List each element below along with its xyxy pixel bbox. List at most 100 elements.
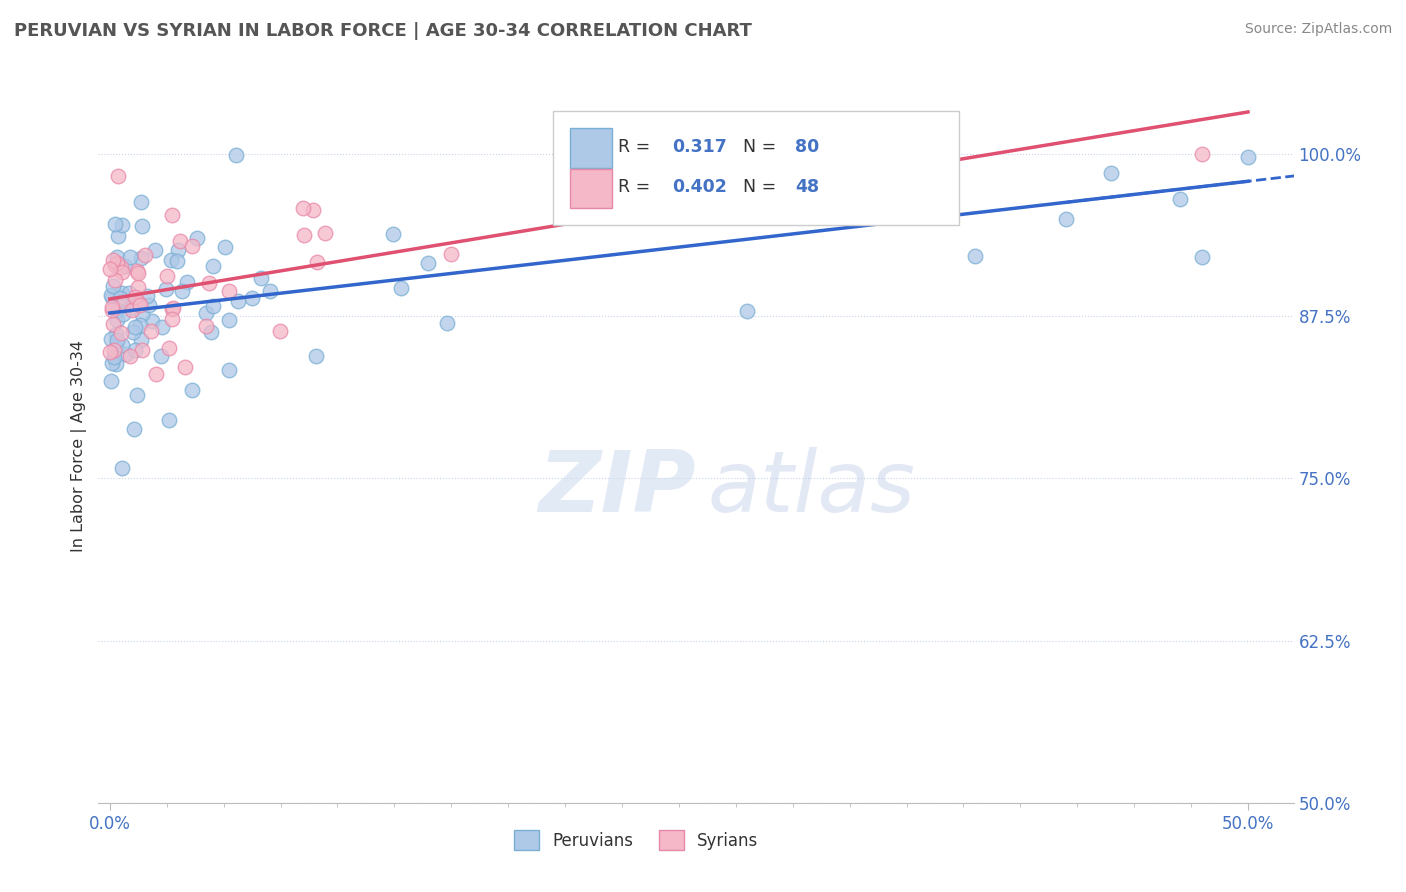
Point [120, 349, 142, 363]
Point [599, 159, 621, 173]
Point [228, 293, 250, 308]
Text: R =: R = [619, 178, 657, 196]
Point [167, 243, 190, 257]
Point [101, 302, 124, 317]
Point [124, 290, 146, 304]
Point [195, 318, 218, 333]
Point [104, 258, 127, 272]
Point [131, 343, 153, 357]
Point [292, 227, 315, 242]
Point [101, 317, 124, 331]
Point [169, 234, 191, 248]
Text: 80: 80 [796, 137, 820, 156]
Point [127, 264, 149, 278]
Point [735, 304, 758, 318]
Point [150, 319, 173, 334]
Text: ZIP: ZIP [538, 447, 696, 531]
Text: 0.402: 0.402 [672, 178, 727, 196]
Point [174, 359, 197, 374]
Point [214, 240, 236, 254]
Point [307, 255, 329, 269]
Point [120, 301, 142, 316]
Text: N =: N = [733, 178, 782, 196]
Point [110, 265, 132, 279]
Point [314, 226, 336, 240]
Point [1168, 192, 1191, 206]
Point [100, 288, 122, 302]
Point [201, 260, 224, 274]
Point [101, 356, 124, 370]
Point [124, 343, 146, 358]
Point [129, 318, 152, 332]
Point [218, 284, 240, 298]
Point [101, 301, 124, 315]
Point [128, 298, 150, 312]
Point [259, 284, 281, 298]
Point [292, 202, 315, 216]
Point [440, 246, 463, 260]
Point [121, 303, 143, 318]
Point [101, 252, 124, 267]
Point [98, 345, 121, 359]
Point [105, 338, 128, 352]
Text: Source: ZipAtlas.com: Source: ZipAtlas.com [1244, 22, 1392, 37]
Point [145, 367, 167, 381]
FancyBboxPatch shape [571, 169, 613, 209]
Point [111, 338, 134, 352]
Point [156, 268, 179, 283]
Point [105, 250, 128, 264]
Text: N =: N = [733, 137, 782, 156]
Point [157, 341, 180, 355]
Point [129, 194, 152, 209]
Point [103, 350, 125, 364]
Point [128, 295, 150, 310]
Point [122, 325, 145, 339]
Point [131, 219, 153, 233]
Point [105, 256, 128, 270]
Point [162, 208, 184, 222]
Point [110, 326, 132, 340]
Point [141, 324, 163, 338]
FancyBboxPatch shape [553, 111, 959, 225]
Point [599, 154, 621, 169]
Point [225, 148, 247, 162]
Text: atlas: atlas [709, 447, 915, 531]
Point [1099, 166, 1122, 180]
Point [157, 413, 180, 427]
Point [100, 332, 122, 346]
Point [135, 289, 157, 303]
Point [98, 262, 121, 277]
Point [100, 374, 122, 388]
Point [108, 291, 131, 305]
Point [111, 307, 134, 321]
Point [104, 326, 127, 341]
Point [170, 285, 193, 299]
Point [112, 296, 135, 310]
Point [118, 250, 141, 264]
Point [149, 349, 172, 363]
Point [389, 281, 412, 295]
Point [103, 278, 125, 293]
Point [107, 229, 129, 244]
Point [1191, 250, 1213, 264]
Point [160, 301, 183, 316]
Point [104, 273, 127, 287]
Point [202, 300, 225, 314]
Point [250, 271, 273, 285]
Point [418, 255, 440, 269]
Point [114, 346, 136, 360]
Point [124, 422, 146, 436]
Point [180, 384, 202, 398]
Point [104, 217, 127, 231]
Legend: Peruvians, Syrians: Peruvians, Syrians [506, 822, 766, 859]
Point [827, 175, 849, 189]
Point [101, 290, 124, 304]
Point [159, 253, 181, 268]
Point [1054, 211, 1077, 226]
Point [124, 319, 146, 334]
Point [105, 312, 128, 326]
Point [143, 243, 166, 257]
Point [107, 302, 129, 317]
Text: PERUVIAN VS SYRIAN IN LABOR FORCE | AGE 30-34 CORRELATION CHART: PERUVIAN VS SYRIAN IN LABOR FORCE | AGE … [14, 22, 752, 40]
Point [436, 316, 458, 330]
